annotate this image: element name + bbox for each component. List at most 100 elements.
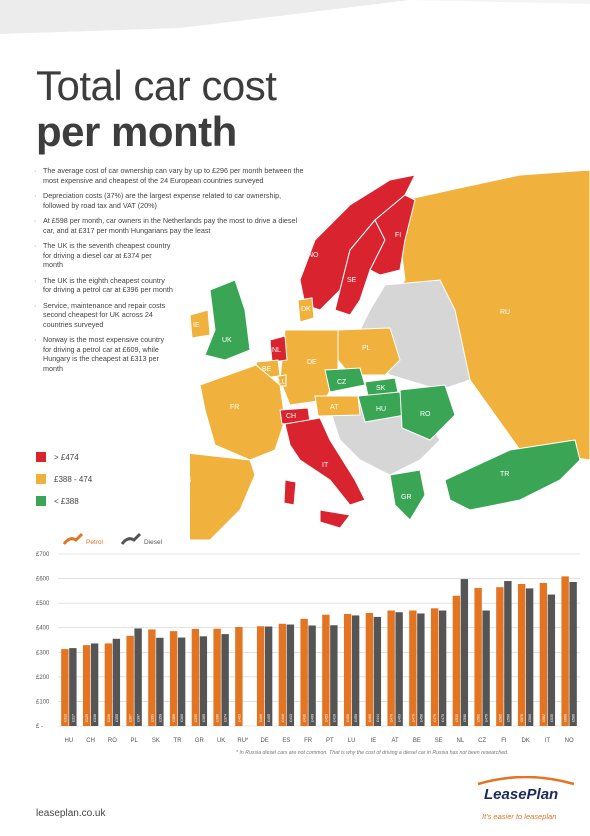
footer-url[interactable]: leaseplan.co.uk (36, 808, 106, 819)
europe-map: NO SE FI RU DK IE UK NL BE LU DE PL CZ SK AT HU RO FR CH IT… (190, 169, 590, 540)
map-label-at: AT (330, 404, 339, 411)
bar-diesel-no (569, 582, 577, 726)
bullet-5: The UK is the eighth cheapest country fo… (34, 276, 173, 295)
map-label-es: ES (190, 477, 192, 484)
bar-petrol-no (561, 576, 569, 726)
x-tick-label: SE (435, 738, 443, 744)
bar-value-label: £470 (411, 714, 415, 722)
region-es (190, 452, 256, 540)
bar-diesel-se (438, 610, 447, 726)
legend-label-petrol: Petrol (86, 539, 104, 546)
bar-diesel-ch (90, 643, 99, 726)
x-tick-label: LU (348, 738, 356, 744)
region-ie (190, 309, 211, 339)
bar-value-label: £406 (259, 714, 263, 722)
region-it-sardinia (283, 479, 297, 506)
bar-diesel-dk (525, 588, 534, 726)
bar-value-label: £586 (572, 714, 576, 722)
bar-value-label: £565 (498, 714, 502, 722)
legend-label-diesel: Diesel (144, 539, 163, 546)
bullet-4: The UK is the seventh cheapest country f… (34, 241, 173, 270)
legend-car-icon-diesel (120, 532, 142, 545)
bar-value-label: £453 (324, 714, 328, 722)
bar-value-label: £313 (63, 714, 67, 722)
map-label-sk: SK (376, 385, 386, 392)
bar-value-label: £386 (172, 714, 176, 722)
bar-diesel-sk (156, 637, 164, 726)
bar-petrol-cz (474, 587, 482, 726)
bar-value-label: £405 (267, 714, 271, 722)
bar-value-label: £393 (150, 714, 154, 722)
bar-diesel-at (395, 612, 403, 726)
map-label-no: NO (308, 252, 319, 259)
map-label-uk: UK (222, 337, 232, 344)
bar-value-label: £397 (137, 714, 141, 722)
brand-tagline: It's easier to leaseplan (482, 812, 557, 821)
top-banner (0, 0, 590, 34)
bar-value-label: £530 (455, 714, 459, 722)
region-fr (199, 364, 286, 461)
bar-petrol-pt (322, 614, 330, 726)
region-tr (444, 439, 581, 511)
bullet-6: Service, maintenance and repair costs se… (34, 301, 173, 330)
bar-value-label: £410 (332, 714, 336, 722)
bar-value-label: £395 (194, 714, 198, 722)
region-it (284, 417, 366, 506)
region-cz (324, 367, 366, 393)
map-label-ie: IE (193, 322, 200, 329)
bar-petrol-sk (148, 629, 156, 726)
bar-diesel-uk (221, 634, 229, 726)
map-label-it: IT (322, 462, 329, 469)
bar-value-label: £355 (115, 714, 119, 722)
legend-label-mid: £388 - 474 (54, 474, 93, 484)
x-tick-label: DE (260, 738, 268, 744)
bar-petrol-ch (82, 645, 91, 726)
bar-petrol-lu (343, 613, 352, 726)
bar-value-label: £374 (224, 714, 228, 722)
bar-value-label: £413 (289, 714, 293, 722)
region-it-sicily (319, 509, 351, 529)
bar-value-label: £590 (506, 714, 510, 722)
bar-diesel-fr (308, 625, 316, 726)
x-tick-label: PT (326, 738, 334, 744)
bar-petrol-pl (126, 635, 134, 726)
bar-petrol-ie (365, 612, 374, 726)
x-tick-label: IE (371, 738, 377, 744)
bar-value-label: £479 (433, 714, 437, 722)
map-label-fr: FR (230, 404, 239, 411)
bar-petrol-se (430, 608, 439, 726)
x-tick-label: HU (65, 738, 74, 744)
x-tick-label: PL (130, 738, 138, 744)
bar-petrol-dk (517, 583, 526, 726)
map-legend: > £474 £388 - 474 < £388 (36, 446, 92, 512)
bar-value-label: £444 (376, 714, 380, 722)
x-tick-label: NL (457, 738, 465, 744)
bar-diesel-tr (177, 637, 186, 726)
x-tick-label: CZ (478, 738, 486, 744)
map-label-lu: LU (278, 379, 287, 386)
region-uk (204, 279, 251, 361)
bar-diesel-cz (482, 610, 490, 726)
bar-value-label: £336 (107, 714, 111, 722)
bar-value-label: £609 (564, 714, 568, 722)
bar-petrol-fi (496, 587, 504, 726)
bar-value-label: £450 (354, 714, 358, 722)
x-tick-label: DK (521, 738, 529, 744)
x-tick-label: IT (545, 738, 551, 744)
leaseplan-logo-icon (477, 776, 575, 786)
bar-petrol-es (278, 623, 287, 726)
bar-value-label: £336 (93, 714, 97, 722)
x-tick-label: FR (304, 738, 313, 744)
bar-value-label: £470 (390, 714, 394, 722)
brand-logo-text: LeasePlan (484, 786, 559, 803)
bar-value-label: £396 (216, 714, 220, 722)
x-tick-label: UK (217, 738, 225, 744)
bar-petrol-fr (300, 618, 308, 726)
bar-value-label: £359 (158, 714, 162, 722)
map-label-gr: GR (401, 494, 412, 501)
bar-diesel-fi (504, 581, 512, 726)
legend-swatch-amber (36, 474, 46, 484)
bar-diesel-it (547, 594, 556, 726)
region-gr (389, 469, 426, 521)
y-tick-label: £500 (36, 601, 50, 607)
